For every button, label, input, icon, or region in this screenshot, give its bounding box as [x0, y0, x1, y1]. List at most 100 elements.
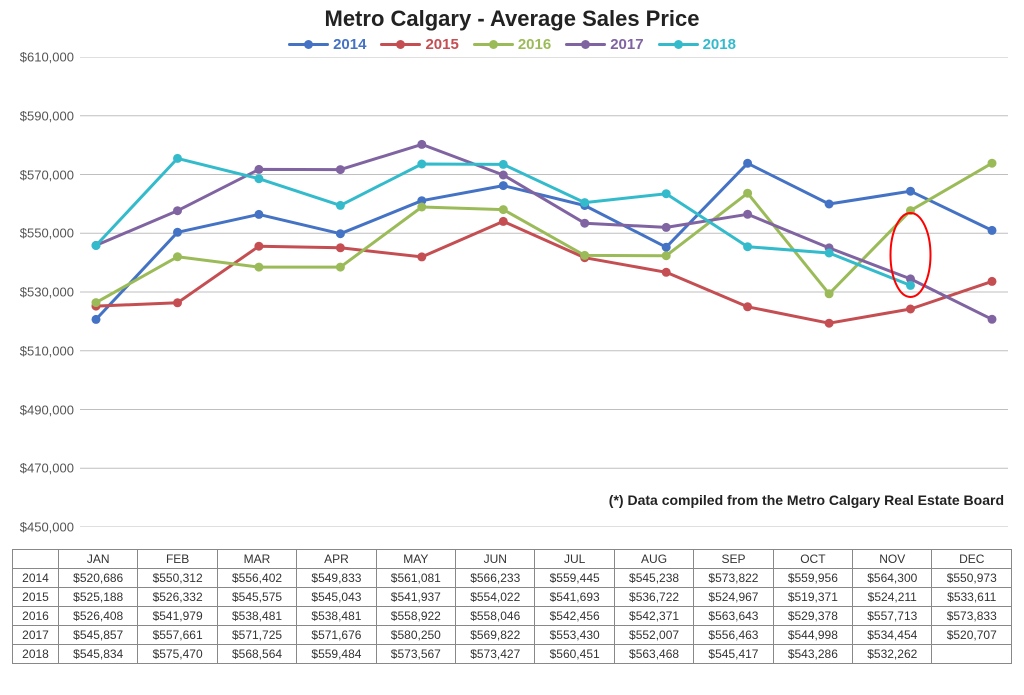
chart-title: Metro Calgary - Average Sales Price [12, 6, 1012, 32]
table-cell: $524,211 [853, 588, 932, 607]
table-cell: $556,463 [694, 626, 773, 645]
series-marker-2015 [743, 302, 752, 311]
series-marker-2014 [662, 243, 671, 252]
y-tick-label: $530,000 [20, 285, 74, 300]
table-cell: $569,822 [456, 626, 535, 645]
series-line-2014 [96, 163, 992, 319]
series-marker-2014 [336, 229, 345, 238]
table-col-header: FEB [138, 550, 217, 569]
table-row-header: 2017 [13, 626, 59, 645]
table-cell: $520,686 [59, 569, 138, 588]
legend: 2014 2015 2016 2017 2018 [12, 36, 1012, 53]
legend-label: 2017 [610, 36, 643, 53]
table-cell: $557,713 [853, 607, 932, 626]
y-tick-label: $450,000 [20, 520, 74, 535]
table-cell: $534,454 [853, 626, 932, 645]
series-marker-2016 [580, 251, 589, 260]
legend-item-2014: 2014 [288, 36, 366, 53]
legend-swatch-2018 [658, 40, 699, 49]
legend-item-2016: 2016 [473, 36, 551, 53]
table-cell: $526,408 [59, 607, 138, 626]
legend-label: 2018 [703, 36, 736, 53]
series-marker-2016 [743, 189, 752, 198]
table-col-header: NOV [853, 550, 932, 569]
series-marker-2016 [254, 263, 263, 272]
series-marker-2017 [662, 223, 671, 232]
table-row: 2018$545,834$575,470$568,564$559,484$573… [13, 645, 1012, 664]
series-marker-2015 [662, 268, 671, 277]
chart-svg [80, 57, 1008, 527]
series-marker-2014 [743, 159, 752, 168]
table-cell: $559,445 [535, 569, 614, 588]
table-cell: $550,312 [138, 569, 217, 588]
series-marker-2016 [825, 289, 834, 298]
table-col-header: OCT [773, 550, 852, 569]
table-col-header: MAR [217, 550, 296, 569]
legend-item-2017: 2017 [565, 36, 643, 53]
table-cell: $533,611 [932, 588, 1012, 607]
series-marker-2018 [92, 241, 101, 250]
table-cell: $529,378 [773, 607, 852, 626]
table-cell [932, 645, 1012, 664]
table-cell: $558,922 [376, 607, 455, 626]
series-marker-2018 [662, 189, 671, 198]
series-marker-2016 [662, 251, 671, 260]
table-cell: $545,834 [59, 645, 138, 664]
table-cell: $559,484 [297, 645, 376, 664]
table-cell: $552,007 [614, 626, 693, 645]
series-line-2015 [96, 221, 992, 323]
table-cell: $558,046 [456, 607, 535, 626]
table-cell: $543,286 [773, 645, 852, 664]
series-marker-2017 [417, 140, 426, 149]
series-marker-2015 [417, 252, 426, 261]
y-tick-label: $490,000 [20, 402, 74, 417]
y-tick-label: $470,000 [20, 461, 74, 476]
legend-item-2015: 2015 [380, 36, 458, 53]
table-cell: $544,998 [773, 626, 852, 645]
table-cell: $532,262 [853, 645, 932, 664]
table-cell: $573,822 [694, 569, 773, 588]
legend-item-2018: 2018 [658, 36, 736, 53]
table-cell: $560,451 [535, 645, 614, 664]
series-marker-2014 [499, 181, 508, 190]
table-corner [13, 550, 59, 569]
series-marker-2018 [825, 249, 834, 258]
series-marker-2014 [254, 210, 263, 219]
table-cell: $541,937 [376, 588, 455, 607]
table-cell: $580,250 [376, 626, 455, 645]
table-cell: $573,833 [932, 607, 1012, 626]
table-col-header: APR [297, 550, 376, 569]
series-marker-2018 [254, 174, 263, 183]
legend-label: 2014 [333, 36, 366, 53]
table-cell: $538,481 [297, 607, 376, 626]
table-cell: $571,725 [217, 626, 296, 645]
table-cell: $545,857 [59, 626, 138, 645]
table-cell: $538,481 [217, 607, 296, 626]
legend-swatch-2015 [380, 40, 421, 49]
series-marker-2015 [906, 305, 915, 314]
y-tick-label: $610,000 [20, 50, 74, 65]
table-cell: $563,643 [694, 607, 773, 626]
table-row-header: 2016 [13, 607, 59, 626]
data-table: JANFEBMARAPRMAYJUNJULAUGSEPOCTNOVDEC 201… [12, 549, 1012, 664]
legend-swatch-2016 [473, 40, 514, 49]
table-row: 2016$526,408$541,979$538,481$538,481$558… [13, 607, 1012, 626]
table-col-header: DEC [932, 550, 1012, 569]
legend-swatch-2014 [288, 40, 329, 49]
table-cell: $575,470 [138, 645, 217, 664]
series-marker-2017 [988, 315, 997, 324]
table-col-header: JUN [456, 550, 535, 569]
series-marker-2015 [336, 243, 345, 252]
table-cell: $542,456 [535, 607, 614, 626]
series-marker-2016 [92, 298, 101, 307]
table-col-header: JUL [535, 550, 614, 569]
y-tick-label: $510,000 [20, 343, 74, 358]
series-marker-2018 [336, 201, 345, 210]
table-cell: $550,973 [932, 569, 1012, 588]
table-cell: $519,371 [773, 588, 852, 607]
table-cell: $556,402 [217, 569, 296, 588]
legend-swatch-2017 [565, 40, 606, 49]
table-cell: $545,043 [297, 588, 376, 607]
series-marker-2016 [173, 252, 182, 261]
table-col-header: SEP [694, 550, 773, 569]
